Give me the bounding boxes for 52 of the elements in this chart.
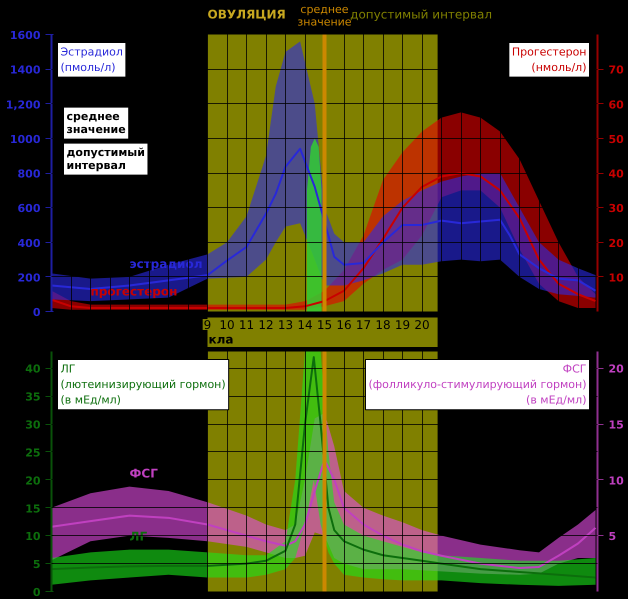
x-tick-label: 12: [258, 318, 274, 332]
ref-line-label: среднее значение: [297, 3, 352, 28]
y2-tick-label: 70: [608, 64, 624, 77]
band-label: допустимый интервал: [350, 8, 492, 22]
y2-tick-label: 20: [608, 236, 624, 250]
chart-title: ОВУЛЯЦИЯ: [208, 8, 286, 22]
y2-tick-label: 10: [608, 474, 624, 488]
y-tick-label: 1,200: [6, 98, 41, 112]
x-tick-label: 9: [204, 318, 212, 332]
y-tick-label: 0: [32, 586, 41, 599]
y-tick-label: 0: [32, 306, 41, 319]
y-tick-label: 5: [32, 558, 40, 572]
text: кла: [208, 332, 234, 346]
y-tick-label: 25: [25, 446, 41, 460]
annotation: среднее значение: [66, 110, 126, 136]
y-tick-label: 15: [25, 502, 41, 516]
y-axis-title: ЛГ (лютеинизирующий гормон) (в мЕд/мл): [60, 362, 226, 407]
x-tick-label: 11: [238, 318, 254, 332]
x-tick-label: 19: [394, 318, 410, 332]
y2-tick-label: 30: [608, 202, 624, 216]
y-tick-label: 40: [25, 362, 41, 376]
y-tick-label: 35: [25, 390, 41, 404]
y2-axis-title: ФСГ (фолликуло-стимулирующий гормон) (в мЕд/мл): [368, 362, 587, 407]
y-tick-label: 30: [25, 418, 41, 432]
y2-tick-label: 15: [608, 418, 624, 432]
y-tick-label: 800: [18, 168, 41, 180]
annotation: допустимый интервал: [66, 146, 145, 172]
x-tick-label: 10: [219, 318, 235, 332]
x-tick-label: 20: [414, 318, 430, 332]
y-axis-title: Эстрадиол (пмоль/л): [60, 46, 123, 74]
x-tick-label: 17: [356, 318, 372, 332]
y2-tick-label: 60: [608, 98, 624, 112]
x-tick-label: 13: [278, 318, 294, 332]
y2-tick-label: 40: [608, 168, 624, 180]
x-tick-label: 14: [297, 318, 313, 332]
y2-axis-title: Прогестерон (нмоль/л): [512, 46, 587, 74]
x-tick-label: 18: [375, 318, 391, 332]
y2-tick-label: 5: [608, 530, 616, 544]
y-tick-label: 200: [18, 271, 41, 284]
y-tick-label: 400: [18, 236, 41, 250]
y-tick-label: 600: [18, 202, 41, 216]
y-tick-label: 20: [25, 474, 41, 488]
y2-tick-label: 10: [608, 271, 624, 284]
y-tick-label: 1600: [10, 29, 41, 42]
y2-tick-label: 20: [608, 362, 624, 376]
y-tick-label: 10: [25, 530, 41, 544]
text: ФСГ: [130, 466, 158, 481]
y-tick-label: 1400: [10, 64, 41, 77]
x-tick-label: 16: [336, 318, 352, 332]
y2-tick-label: 50: [608, 132, 624, 146]
y-tick-label: 1000: [10, 132, 41, 146]
x-tick-label: 15: [316, 318, 332, 332]
